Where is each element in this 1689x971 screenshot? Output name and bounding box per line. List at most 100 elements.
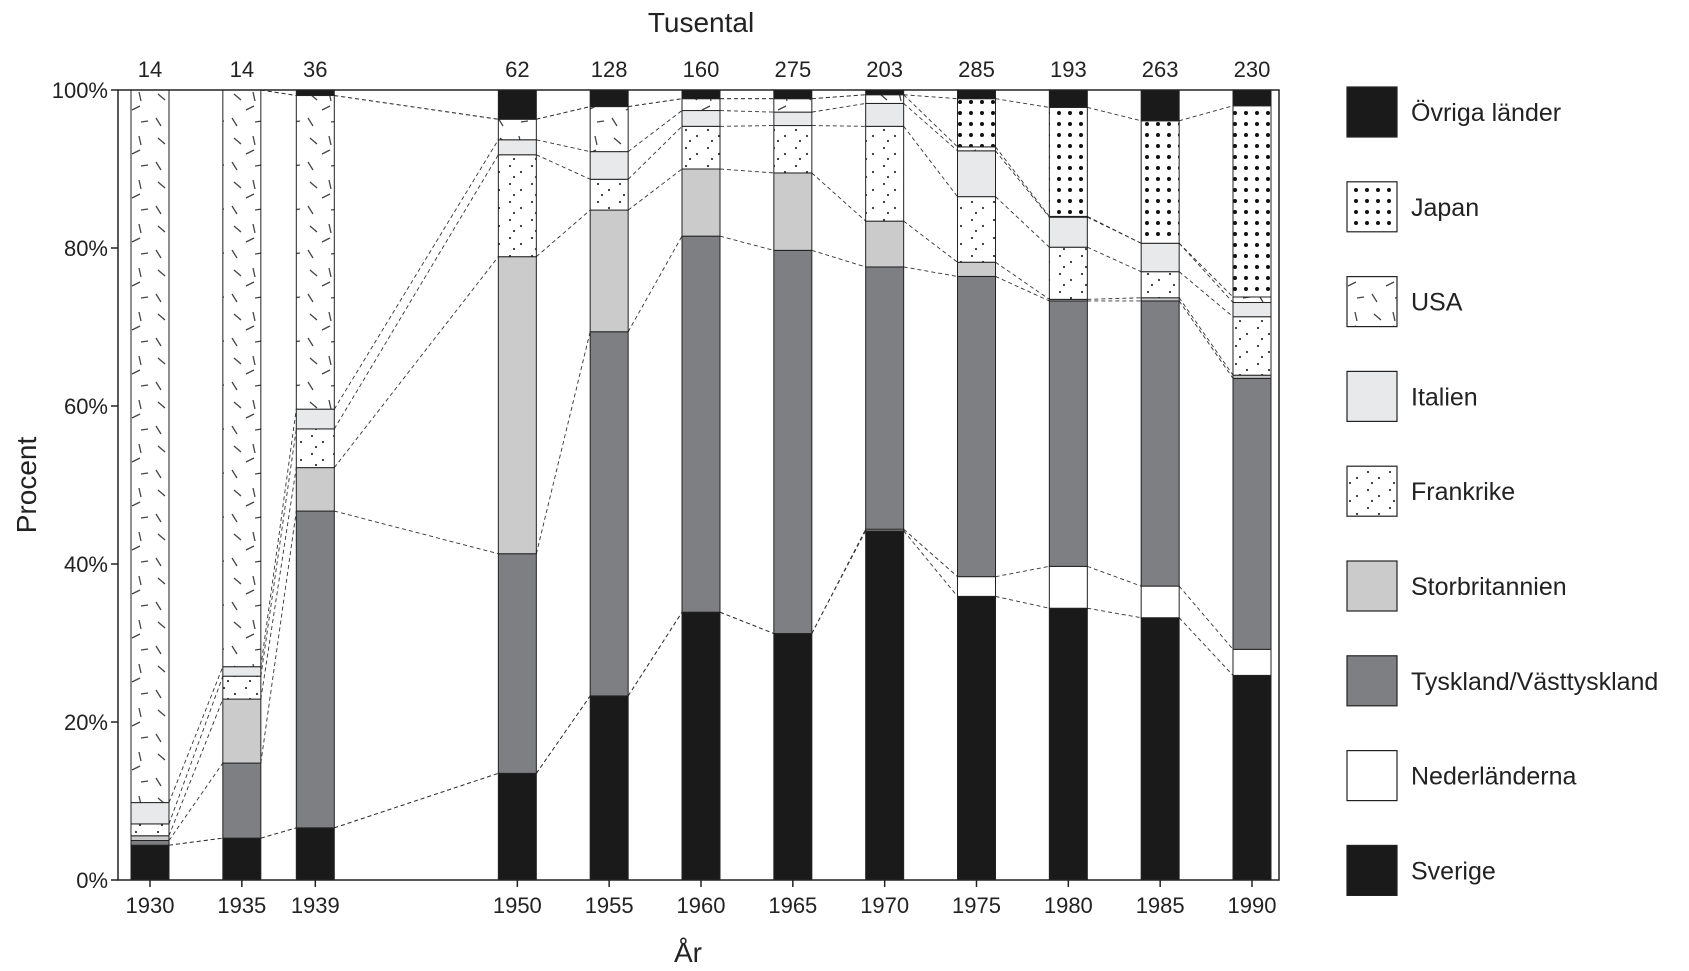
bar-segment-sverige-1990 <box>1232 674 1272 881</box>
connector-1939-1950-4 <box>333 256 499 468</box>
bar-segment-frankrike-1990 <box>1232 316 1272 376</box>
connector-1939-1950-2 <box>334 772 499 829</box>
connector-1939-1950-8 <box>334 95 499 120</box>
bar-segment-usa-1939 <box>295 95 335 410</box>
bar-segment-tyskland-vasttyskland-1985 <box>1140 300 1180 587</box>
bar-segment-ovriga-lander-1985 <box>1140 89 1180 122</box>
bar-segment-nederlanderna-1990 <box>1232 648 1272 676</box>
connector-1975-1980-3 <box>995 276 1050 302</box>
connector-1960-1965-6 <box>719 110 774 113</box>
bar-segment-frankrike-1975 <box>957 196 996 263</box>
y-tick-label: 40% <box>64 552 108 577</box>
legend-swatch-frankrike <box>1346 465 1398 517</box>
legend-label-tyskland-vasttyskland: Tyskland/Västtyskland <box>1411 668 1658 696</box>
bar-segment-storbritannien-1950 <box>497 256 537 555</box>
connector-1935-1939-3 <box>260 511 297 764</box>
bars <box>130 89 1272 881</box>
connector-1939-1950-6 <box>333 139 499 410</box>
bar-segment-tyskland-vasttyskland-1990 <box>1232 377 1272 650</box>
connector-1985-1990-5 <box>1178 271 1234 318</box>
bar-segment-storbritannien-1930 <box>130 835 170 842</box>
legend-label-ovriga-lander: Övriga länder <box>1411 99 1561 127</box>
bar-segment-tyskland-vasttyskland-1939 <box>295 510 335 829</box>
bar-segment-frankrike-1985 <box>1140 271 1180 299</box>
bar-segment-sverige-1955 <box>589 695 629 881</box>
connector-1970-1975-8 <box>903 94 958 100</box>
x-tick-label: 1980 <box>1044 893 1093 918</box>
bar-segment-frankrike-1939 <box>295 428 335 469</box>
total-label-1965: 275 <box>774 57 811 82</box>
y-tick-label: 60% <box>64 394 108 419</box>
connector-1970-1975-2 <box>903 528 958 577</box>
legend-label-italien: Italien <box>1411 383 1478 411</box>
connector-1930-1935-4 <box>168 698 224 836</box>
connector-1960-1965-2 <box>719 611 774 634</box>
connector-1970-1975-5 <box>903 126 958 197</box>
total-label-1935: 14 <box>230 57 254 82</box>
connector-1955-1960-6 <box>627 110 683 152</box>
connector-1970-1975-7 <box>903 94 958 148</box>
bar-segment-usa-1970 <box>865 94 905 104</box>
connector-1950-1955-5 <box>536 154 591 180</box>
bar-segment-sverige-1975 <box>957 595 996 881</box>
bar-segment-frankrike-1950 <box>497 154 537 258</box>
legend-swatch-sverige <box>1346 844 1398 897</box>
bar-segment-frankrike-1955 <box>589 178 629 211</box>
legend: Övriga länder Japan USA Italien Frankrike Sto… <box>1346 86 1658 897</box>
bar-segment-tyskland-vasttyskland-1980 <box>1048 300 1088 567</box>
legend-swatch-ovriga-lander <box>1346 86 1398 138</box>
total-label-1970: 203 <box>866 57 903 82</box>
connector-1935-1939-4 <box>260 467 297 700</box>
bar-segment-sverige-1950 <box>497 772 537 881</box>
plot-frame <box>117 89 1280 881</box>
legend-swatch-japan <box>1346 181 1398 233</box>
bar-segment-ovriga-lander-1939 <box>295 89 335 97</box>
connector-1970-1975-3 <box>903 266 958 277</box>
total-label-1950: 62 <box>505 57 529 82</box>
bar-segment-japan-1980 <box>1048 106 1088 217</box>
x-tick-label: 1970 <box>860 893 909 918</box>
x-tick-label: 1955 <box>585 893 634 918</box>
legend-swatch-tyskland-vasttyskland <box>1346 655 1398 707</box>
bar-segment-tyskland-vasttyskland-1975 <box>957 275 996 578</box>
top-label: Tusental <box>648 7 754 38</box>
connector-1985-1990-1 <box>1178 617 1234 676</box>
y-axis: 0% 20% 40% 60% 80% 100% <box>52 78 118 893</box>
bar-segment-nederlanderna-1975 <box>957 576 996 597</box>
x-tick-label: 1975 <box>952 893 1001 918</box>
connector-1965-1970-4 <box>811 172 866 222</box>
bar-segment-sverige-1939 <box>295 827 335 881</box>
connector-1980-1985-7 <box>1087 215 1142 244</box>
x-tick-label: 1930 <box>126 893 175 918</box>
bar-segment-sverige-1935 <box>222 837 262 881</box>
bar-segment-ovriga-lander-1975 <box>957 89 996 100</box>
connector-1985-1990-7 <box>1178 242 1234 298</box>
bar-segment-storbritannien-1970 <box>865 220 905 268</box>
connector-1950-1955-3 <box>535 331 591 554</box>
connector-1985-1990-2 <box>1178 585 1234 650</box>
y-tick-label: 0% <box>76 868 108 893</box>
connector-1970-1975-6 <box>903 103 958 152</box>
bar-segment-sverige-1970 <box>865 530 905 881</box>
bar-segment-japan-1990 <box>1232 105 1272 298</box>
x-tick-label: 1965 <box>768 893 817 918</box>
bar-segment-storbritannien-1939 <box>295 467 335 512</box>
connector-1939-1950-3 <box>334 510 499 555</box>
bar-segment-italien-1970 <box>865 102 905 127</box>
bar-segment-tyskland-vasttyskland-1930 <box>130 840 170 846</box>
bar-segment-sverige-1965 <box>773 633 813 881</box>
total-label-1985: 263 <box>1142 57 1179 82</box>
connector-1930-1935-2 <box>168 837 223 846</box>
bar-segment-frankrike-1980 <box>1048 246 1088 300</box>
legend-swatch-storbritannien <box>1346 560 1398 612</box>
bar-segment-nederlanderna-1980 <box>1048 565 1088 609</box>
bar-segment-usa-1975 <box>957 146 996 152</box>
y-axis-title: Procent <box>11 437 42 534</box>
connector-1955-1960-8 <box>628 98 683 108</box>
connector-1975-1980-2 <box>995 565 1050 578</box>
bar-segment-usa-1955 <box>589 106 629 153</box>
bar-segment-tyskland-vasttyskland-1970 <box>865 266 905 530</box>
x-tick-label: 1939 <box>291 893 340 918</box>
connector-1935-1939-8 <box>260 89 297 96</box>
connector-1960-1965-4 <box>719 168 774 174</box>
